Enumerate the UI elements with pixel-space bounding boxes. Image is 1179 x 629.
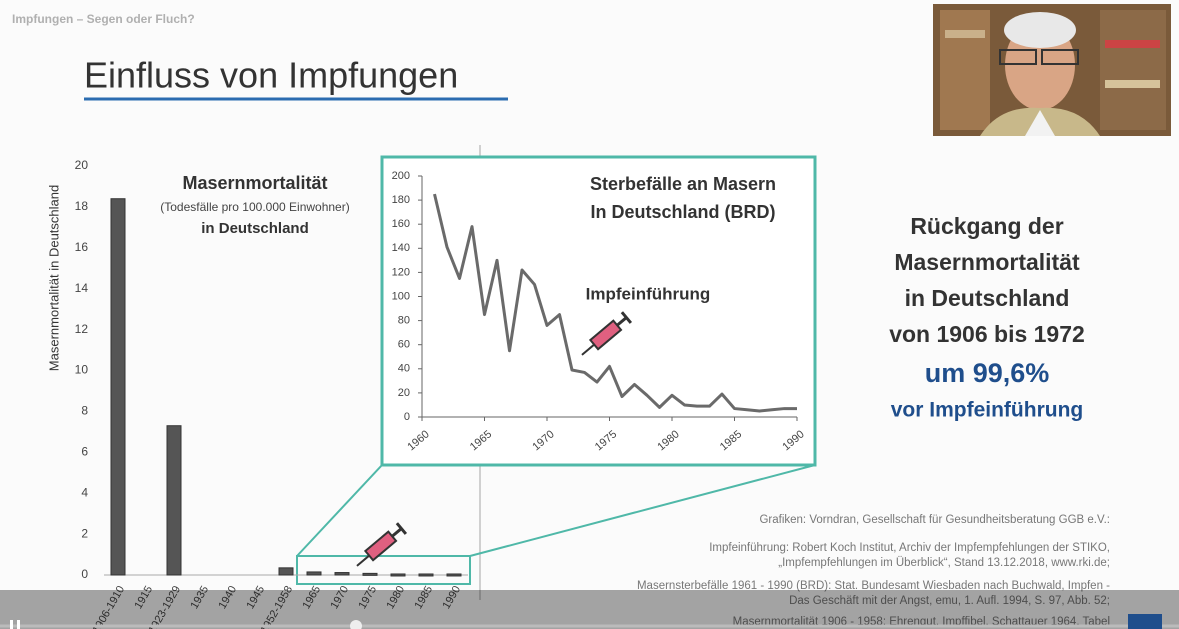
y-tick-label: 140: [392, 242, 410, 254]
left-chart-title: Masernmortalität: [182, 173, 327, 193]
source-line: Grafiken: Vorndran, Gesellschaft für Ges…: [759, 514, 1110, 526]
y-axis-label: Masernmortalität in Deutschland: [46, 185, 61, 371]
y-tick-label: 0: [404, 411, 410, 423]
syringe-icon: [356, 522, 408, 567]
bar: [110, 198, 126, 576]
summary-line: von 1906 bis 1972: [889, 321, 1085, 347]
player-bar: [0, 590, 1179, 629]
y-tick-label: 40: [398, 363, 410, 375]
y-tick-label: 200: [392, 170, 410, 182]
y-tick-label: 2: [81, 526, 88, 540]
y-tick-label: 20: [398, 387, 410, 399]
source-line: Masernsterbefälle 1961 - 1990 (BRD): Sta…: [637, 580, 1110, 592]
zoom-connector: [469, 464, 816, 557]
left-chart-subtitle: in Deutschland: [201, 220, 309, 237]
syringe-icon: [581, 311, 633, 356]
bar: [166, 425, 182, 576]
zoom-box: [296, 555, 471, 585]
summary-line: Masernmortalität: [894, 249, 1080, 275]
y-tick-label: 4: [81, 485, 88, 499]
y-tick-label: 80: [398, 315, 410, 327]
summary-line: Rückgang der: [910, 213, 1063, 239]
sources: Grafiken: Vorndran, Gesellschaft für Ges…: [637, 514, 1110, 628]
bar: [278, 567, 294, 576]
source-line: Impfeinführung: Robert Koch Institut, Ar…: [709, 542, 1110, 554]
y-tick-label: 16: [75, 240, 89, 254]
bar: [306, 571, 322, 576]
y-tick-label: 18: [75, 199, 89, 213]
bar: [362, 572, 378, 576]
annotation: Impfeinführung: [586, 284, 711, 303]
summary: Rückgang der Masernmortalität in Deutschla…: [889, 213, 1085, 421]
y-tick-label: 20: [75, 158, 89, 172]
bar: [418, 573, 434, 577]
source-line: „Impfempfehlungen im Überblick“, Stand 1…: [778, 557, 1110, 569]
progress-handle[interactable]: [350, 620, 362, 629]
bar: [390, 573, 406, 577]
inset-title: Sterbefälle an Masern: [590, 174, 776, 194]
slide-title: Einfluss von Impfungen: [84, 55, 458, 96]
y-tick-label: 0: [81, 567, 88, 581]
pause-button[interactable]: [10, 620, 13, 629]
bar: [446, 573, 462, 577]
inset-subtitle: In Deutschland (BRD): [590, 202, 775, 222]
y-tick-label: 160: [392, 218, 410, 230]
summary-highlight: um 99,6%: [925, 358, 1050, 388]
line: [433, 193, 797, 413]
y-tick-label: 6: [81, 444, 88, 458]
left-chart-subtitle: (Todesfälle pro 100.000 Einwohner): [160, 200, 349, 214]
y-tick-label: 8: [81, 404, 88, 418]
bar: [334, 572, 350, 576]
pause-button[interactable]: [17, 620, 20, 629]
y-tick-label: 100: [392, 290, 410, 302]
y-tick-label: 60: [398, 339, 410, 351]
y-tick-label: 14: [75, 281, 89, 295]
series-title: Impfungen – Segen oder Fluch?: [12, 12, 195, 26]
fullscreen-button[interactable]: [1128, 614, 1162, 629]
y-tick-label: 120: [392, 266, 410, 278]
y-tick-label: 12: [75, 322, 89, 336]
summary-line: in Deutschland: [905, 285, 1070, 311]
inset-panel: [380, 155, 817, 467]
source-line: Das Geschäft mit der Angst, emu, 1. Aufl…: [789, 595, 1110, 607]
zoom-connector: [296, 464, 383, 557]
y-tick-label: 10: [75, 363, 89, 377]
y-tick-label: 180: [392, 194, 410, 206]
summary-note: vor Impfeinführung: [891, 399, 1084, 422]
webcam: [933, 4, 1171, 136]
